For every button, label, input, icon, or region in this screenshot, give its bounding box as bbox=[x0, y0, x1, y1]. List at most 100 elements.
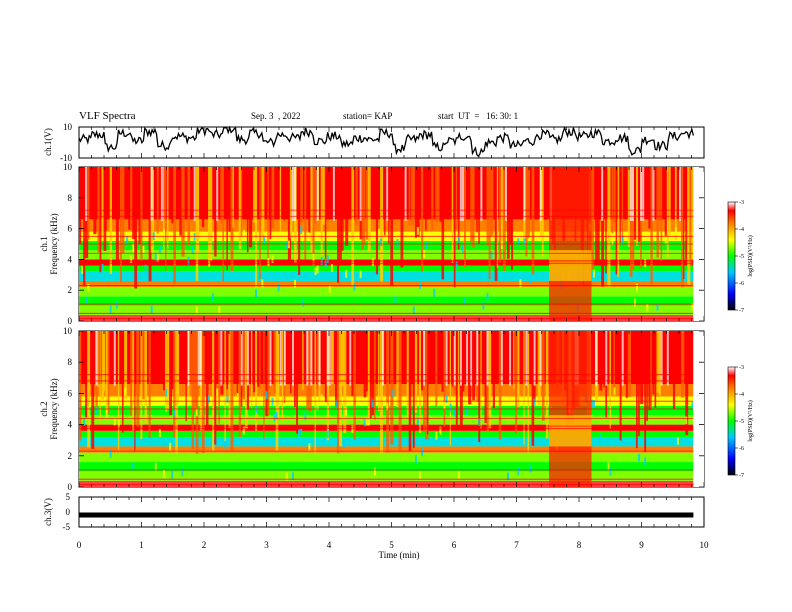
spectrogram-streak bbox=[408, 167, 411, 227]
spectrogram-streak bbox=[629, 167, 632, 221]
spectrogram-streak bbox=[341, 331, 345, 386]
spectrogram-streak bbox=[148, 331, 151, 438]
spectrogram-speck bbox=[523, 238, 526, 247]
spectrogram-streak bbox=[208, 167, 211, 267]
spectrogram-speck bbox=[150, 306, 153, 314]
colorbar-tick-label: -6 bbox=[739, 446, 744, 452]
spectrogram-speck bbox=[423, 250, 426, 258]
spectrogram-speck bbox=[154, 253, 157, 262]
ch1-spectrogram-panel: 0 2 4 6 8 10 ch.1 Frequency (kHz) bbox=[39, 162, 705, 326]
spectrogram-streak bbox=[500, 331, 503, 386]
ch1-waveform-line bbox=[78, 125, 695, 158]
spectrogram-speck bbox=[314, 267, 317, 276]
colorbar-tick-label: -4 bbox=[739, 392, 744, 398]
spectrogram-streak bbox=[445, 331, 448, 386]
spectrogram-streak bbox=[476, 331, 479, 386]
ch3-ytick-bottom: -5 bbox=[63, 522, 71, 532]
spectrogram-streak bbox=[287, 167, 291, 261]
spectrogram-streak bbox=[509, 167, 513, 245]
spectrogram-band bbox=[79, 405, 694, 416]
spectrogram-streak bbox=[302, 331, 304, 390]
spectrogram-streak bbox=[617, 167, 620, 278]
spectrogram-speck bbox=[255, 289, 258, 298]
spectrogram-speck bbox=[591, 399, 593, 408]
time-ticks bbox=[78, 127, 705, 527]
spectrogram-speck bbox=[326, 255, 329, 263]
spectrogram-streak bbox=[427, 331, 429, 435]
spectrogram-speck bbox=[449, 404, 452, 412]
spectrogram-streak bbox=[230, 331, 234, 451]
spectrogram-streak bbox=[505, 167, 507, 221]
spectrogram-streak bbox=[421, 331, 424, 391]
spectrogram-streak bbox=[261, 167, 265, 241]
spectrogram-speck bbox=[87, 283, 90, 292]
spectrogram-speck bbox=[130, 255, 133, 264]
ch2-colorbar: -3 -4 -5 -6 -7 log(PSD)(V²/Hz) bbox=[727, 365, 754, 479]
spectrogram-streak bbox=[511, 167, 514, 270]
spectrogram-streak bbox=[517, 331, 520, 407]
time-tick-label: 8 bbox=[577, 540, 582, 550]
spectrogram-no-data bbox=[693, 167, 704, 321]
spectrogram-streak bbox=[668, 167, 671, 235]
time-tick-label: 4 bbox=[327, 540, 332, 550]
spectrogram-speck bbox=[208, 394, 210, 403]
spectrogram-no-data bbox=[693, 331, 704, 487]
spectrogram-streak bbox=[539, 331, 542, 386]
freq-tick-label: 4 bbox=[68, 254, 73, 264]
spectrogram-band bbox=[79, 430, 694, 438]
spectrogram-streak bbox=[236, 331, 238, 395]
spectrogram-speck bbox=[132, 244, 135, 252]
spectrogram-speck bbox=[273, 413, 276, 422]
spectrogram-streak bbox=[230, 167, 234, 271]
spectrogram-streak bbox=[507, 167, 510, 259]
spectrogram-speck bbox=[191, 246, 194, 255]
spectrogram-streak bbox=[337, 331, 340, 454]
spectrogram-speck bbox=[345, 270, 348, 278]
spectrogram-speck bbox=[163, 229, 165, 238]
spectrogram-streak bbox=[335, 331, 338, 408]
spectrogram-speck bbox=[271, 397, 274, 406]
spectrogram-band bbox=[79, 480, 694, 487]
spectrogram-streak bbox=[339, 167, 342, 261]
spectrogram-streak bbox=[113, 331, 116, 386]
spectrogram-speck bbox=[664, 235, 667, 244]
spectrogram-streak bbox=[382, 331, 385, 386]
spectrogram-streak bbox=[363, 331, 367, 398]
spectrogram-streak bbox=[289, 331, 292, 394]
spectrogram-streak bbox=[464, 167, 466, 268]
spectrogram-streak bbox=[451, 167, 454, 264]
spectrogram-streak bbox=[480, 167, 483, 221]
spectrogram-streak bbox=[679, 167, 681, 221]
freq-tick-label: 2 bbox=[68, 451, 73, 461]
freq-tick-label: 0 bbox=[68, 482, 73, 492]
spectrogram-speck bbox=[165, 388, 167, 397]
spectrogram-streak bbox=[457, 167, 460, 250]
spectrogram-streak bbox=[191, 331, 194, 450]
spectrogram-speck bbox=[634, 298, 636, 307]
spectrogram-speck bbox=[445, 395, 448, 403]
spectrogram-streak bbox=[124, 331, 128, 400]
spectrogram-speck bbox=[351, 425, 354, 433]
spectrogram-streak bbox=[167, 331, 170, 409]
spectrogram-streak bbox=[490, 167, 494, 236]
spectrogram-streak bbox=[193, 167, 196, 221]
time-tick-label: 9 bbox=[639, 540, 644, 550]
spectrogram-streak bbox=[638, 331, 640, 437]
spectrogram-streak bbox=[228, 167, 231, 232]
spectrogram-streak bbox=[120, 167, 122, 283]
spectrogram-streak bbox=[132, 167, 136, 240]
spectrogram-streak bbox=[384, 167, 386, 236]
freq-tick-label: 8 bbox=[68, 193, 73, 203]
spectrogram-speck bbox=[421, 447, 423, 456]
freq-tick-label: 2 bbox=[68, 285, 73, 295]
spectrogram-streak bbox=[314, 331, 316, 454]
spectrogram-streak bbox=[212, 331, 215, 451]
spectrogram-streak bbox=[515, 331, 518, 434]
spectrogram-streak bbox=[496, 167, 499, 268]
station-label: station= KAP bbox=[343, 111, 393, 121]
spectrogram-streak bbox=[140, 167, 143, 261]
spectrogram-streak bbox=[163, 331, 166, 391]
freq-tick-label: 10 bbox=[63, 326, 73, 336]
spectrogram-streak bbox=[410, 167, 414, 225]
colorbar-tick-label: -5 bbox=[739, 419, 744, 425]
